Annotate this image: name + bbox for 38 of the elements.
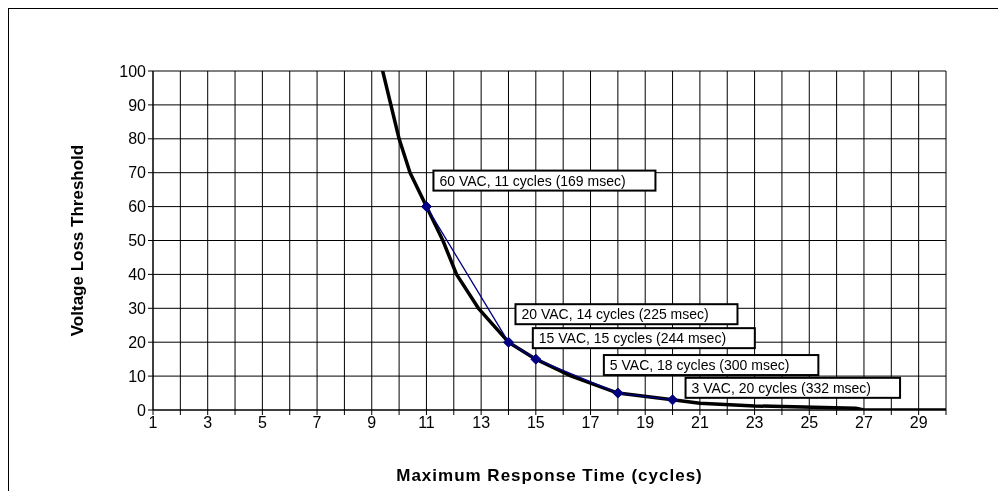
annotation: 3 VAC, 20 cycles (332 msec) (691, 379, 872, 396)
annotation: 5 VAC, 18 cycles (300 msec) (609, 357, 790, 374)
x-tick-label: 3 (203, 414, 213, 432)
y-tick-label: 70 (128, 164, 147, 182)
x-axis-title: Maximum Response Time (cycles) (396, 466, 703, 485)
y-tick-label: 80 (128, 130, 147, 148)
y-tick-label: 60 (128, 198, 147, 216)
x-tick-label: 9 (367, 414, 377, 432)
x-tick-label: 17 (581, 414, 600, 432)
x-tick-label: 15 (526, 414, 545, 432)
y-tick-label: 50 (128, 232, 147, 250)
x-tick-label: 19 (636, 414, 655, 432)
point (667, 394, 679, 406)
annotation: 20 VAC, 14 cycles (225 msec) (521, 306, 709, 323)
y-tick-label: 90 (128, 96, 147, 114)
point (612, 387, 624, 399)
point (420, 201, 432, 213)
y-tick-label: 10 (128, 367, 147, 385)
x-tick-label: 5 (257, 414, 267, 432)
y-tick-label: 20 (128, 333, 147, 351)
x-tick-label: 13 (472, 414, 491, 432)
x-tick-label: 29 (909, 414, 928, 432)
x-tick-label: 7 (312, 414, 322, 432)
y-tick-label: 40 (128, 266, 147, 284)
y-tick-label: 0 (137, 401, 147, 419)
annotation: 15 VAC, 15 cycles (244 msec) (538, 330, 727, 347)
x-tick-label: 11 (418, 414, 435, 432)
y-axis-title: Voltage Loss Threshold (68, 144, 88, 337)
point (502, 336, 514, 348)
x-tick-label: 1 (148, 414, 158, 432)
point (530, 353, 542, 365)
y-tick-label: 30 (128, 299, 147, 317)
x-tick-label: 25 (800, 414, 819, 432)
x-tick-label: 27 (855, 414, 873, 432)
y-tick-label: 100 (119, 62, 147, 80)
x-tick-label: 21 (691, 414, 709, 432)
x-tick-label: 23 (745, 414, 764, 432)
annotation: 60 VAC, 11 cycles (169 msec) (439, 172, 626, 189)
